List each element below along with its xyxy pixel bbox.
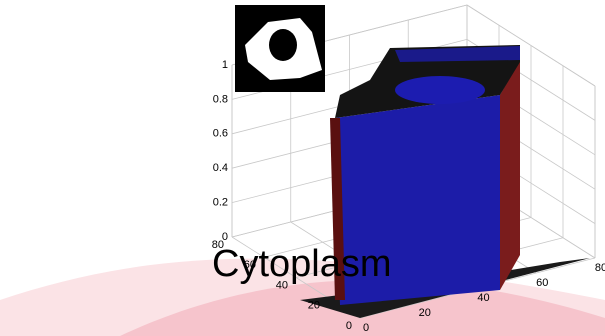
- x-tick-label: 20: [419, 307, 431, 319]
- y-tick-label: 20: [308, 300, 320, 312]
- z-tick-label: 0.6: [213, 128, 228, 140]
- x-tick-label: 80: [595, 262, 605, 274]
- page: {"chart_data": {"type": "surface3d", "an…: [0, 0, 605, 336]
- z-tick-label: 0.4: [213, 162, 228, 174]
- y-tick-label: 0: [346, 320, 352, 332]
- z-tick-label: 0.2: [213, 197, 228, 209]
- x-tick-label: 60: [536, 277, 548, 289]
- inset-image: [235, 5, 325, 92]
- z-tick-label: 1: [222, 59, 228, 71]
- y-tick-label: 80: [212, 239, 224, 251]
- y-tick-label: 60: [244, 259, 256, 271]
- z-tick-label: 0.8: [213, 93, 228, 105]
- y-tick-label: 40: [276, 279, 288, 291]
- annotation: Cytoplasm: [212, 243, 392, 285]
- x-tick-label: 0: [363, 322, 369, 334]
- x-tick-label: 40: [477, 292, 489, 304]
- chart: Cytoplasm 00.20.40.60.810204060800204060…: [0, 0, 605, 336]
